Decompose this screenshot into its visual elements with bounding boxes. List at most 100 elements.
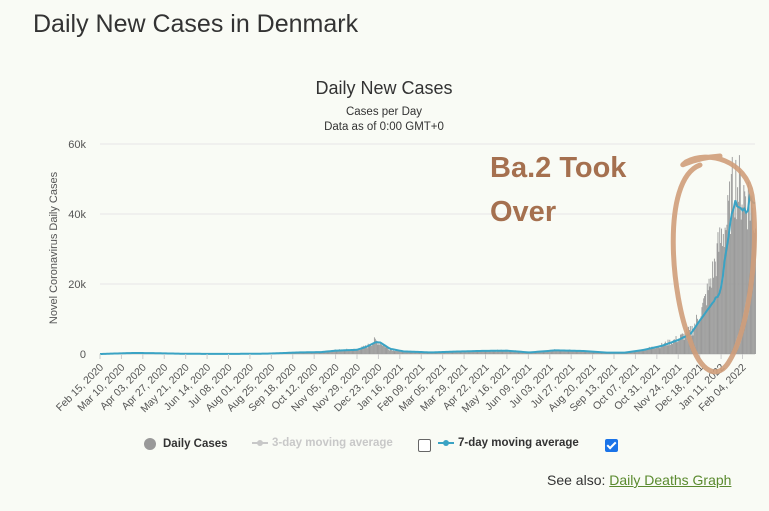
daily-case-bar [543,351,545,354]
daily-case-bar [635,350,637,354]
daily-case-bar [666,345,668,354]
daily-case-bar [729,181,731,354]
daily-deaths-graph-link[interactable]: Daily Deaths Graph [609,472,732,488]
daily-case-bar [477,351,479,354]
daily-case-bar [647,348,649,354]
daily-case-bar [725,230,727,354]
daily-case-bar [398,350,400,354]
daily-case-bar [564,349,566,354]
daily-case-bar [366,348,368,354]
legend-daily-cases[interactable]: Daily Cases [143,437,228,451]
daily-case-bar [365,346,367,354]
daily-case-bar [739,170,741,354]
daily-case-bar [636,350,638,354]
daily-case-bar [387,347,389,354]
daily-case-bar [694,323,696,354]
daily-case-bar [359,349,361,354]
daily-case-bar [639,350,641,354]
daily-case-bar [660,346,662,354]
daily-case-bar [440,352,442,354]
daily-case-bar [647,349,648,354]
daily-case-bar [405,351,407,354]
daily-case-bar [509,350,511,354]
daily-case-bar [726,224,728,354]
daily-case-bar [497,349,498,354]
daily-case-bar [710,278,712,354]
daily-case-bar [414,351,416,354]
daily-case-bar [472,350,474,354]
daily-case-bar [681,333,683,354]
daily-case-bar [684,332,686,354]
daily-case-bar [474,350,476,354]
daily-case-bar [715,276,717,354]
daily-case-bar [338,350,340,354]
y-axis-ticks: 0 20k 40k 60k [68,139,86,361]
daily-case-bar [467,351,469,354]
daily-case-bar [754,232,756,354]
legend-daily-cases-marker [144,438,156,450]
daily-case-bar [418,352,420,354]
daily-case-bar [663,343,665,354]
daily-case-bar [537,351,539,354]
daily-case-bar [341,349,343,354]
daily-case-bar [431,352,433,354]
daily-case-bar [698,322,700,354]
daily-case-bar [505,349,507,354]
daily-case-bar [316,352,318,354]
daily-case-bar [552,350,554,354]
daily-case-bar [496,351,498,354]
daily-case-bar [390,349,391,354]
legend-7day-average[interactable]: 7-day moving average [438,437,579,449]
daily-case-bar [700,316,702,354]
daily-case-bar [683,339,685,354]
daily-case-bar [732,208,734,354]
annotation-circle [670,153,758,375]
daily-case-bar [492,350,494,354]
daily-case-bar [695,326,697,354]
daily-case-bar [583,350,585,354]
daily-case-bar [354,348,356,354]
daily-case-bar [519,351,521,354]
daily-case-bar [671,342,673,354]
daily-case-bar [379,344,381,354]
daily-case-bar [464,351,465,354]
daily-case-bar [521,352,523,354]
annotation: Ba.2 Took Over [490,152,758,375]
chart-data-note: Data as of 0:00 GMT+0 [324,121,444,133]
daily-case-bar [541,351,543,354]
daily-case-bar [723,247,725,354]
daily-case-bar [345,349,347,354]
seven-day-average-line [99,192,756,355]
daily-case-bar [406,352,408,354]
daily-case-bar [556,350,558,354]
daily-case-bar [482,351,484,354]
daily-case-bar [471,351,473,354]
daily-case-bar [323,352,324,354]
daily-case-bar [422,352,424,354]
daily-case-bar [348,350,349,354]
legend-3day-average[interactable]: 3-day moving average [252,437,393,449]
daily-case-bar [532,352,534,354]
daily-case-bar [713,277,714,354]
daily-case-bar [550,351,552,354]
daily-case-bar [588,351,590,354]
daily-case-bar [368,345,370,354]
daily-case-bar [705,294,706,354]
daily-case-bar [491,350,493,354]
toggle-3day-checkbox[interactable] [418,439,431,452]
daily-case-bar [717,232,719,354]
daily-case-bar [309,352,311,354]
daily-case-bar [466,351,468,354]
daily-case-bar [333,350,335,354]
toggle-7day-checkbox[interactable] [605,439,618,452]
daily-case-bar [687,331,689,354]
daily-case-bar [707,290,709,354]
daily-case-bar [655,347,657,354]
daily-case-bar [382,344,384,354]
daily-case-bar [378,342,380,354]
daily-case-bar [384,347,386,354]
daily-case-bar [652,348,654,354]
daily-case-bar [706,283,708,354]
daily-case-bar [555,349,557,354]
daily-case-bar [396,350,398,354]
